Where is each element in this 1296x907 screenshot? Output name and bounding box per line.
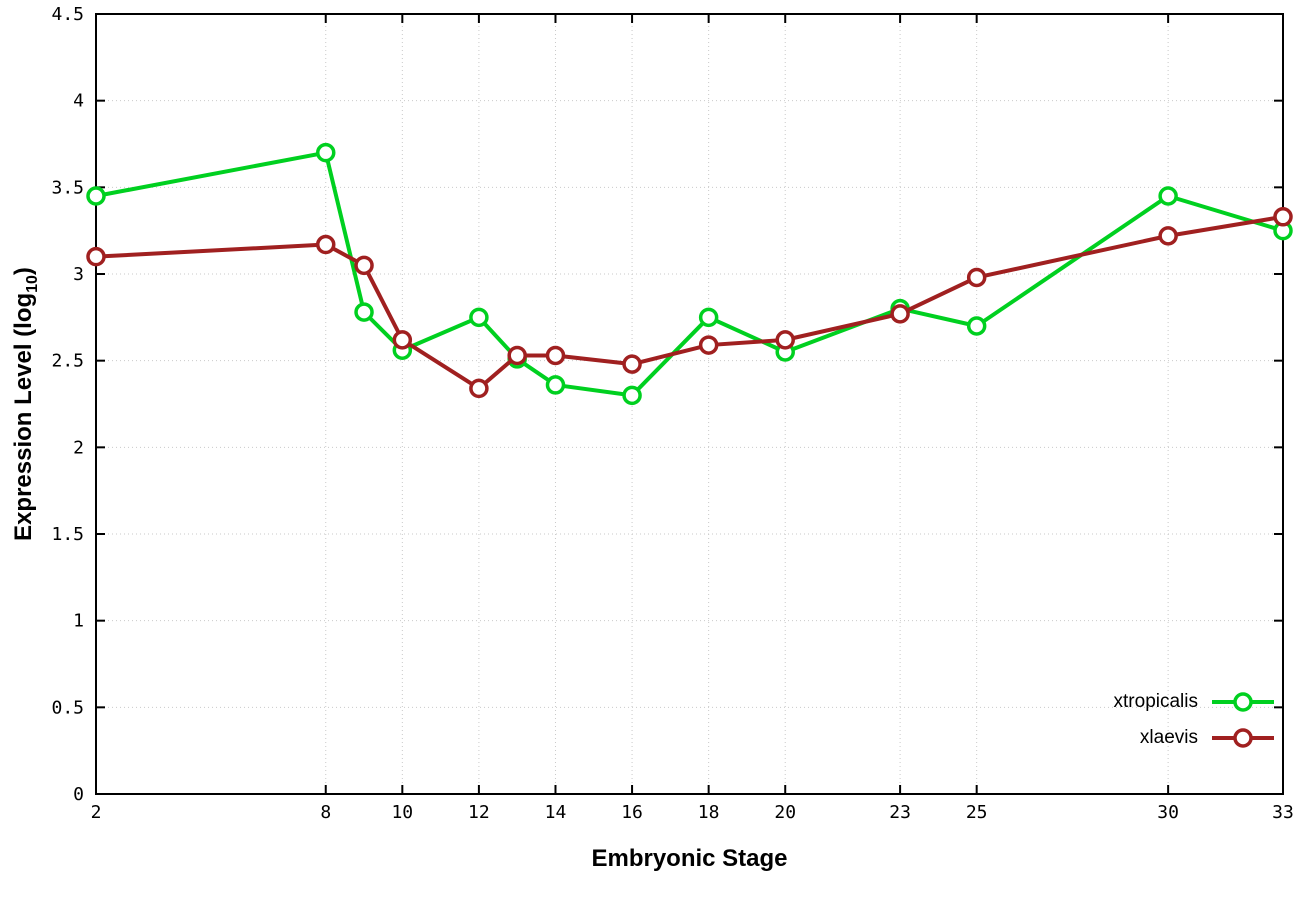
- svg-text:10: 10: [391, 802, 413, 823]
- legend-item-xlaevis: xlaevis: [1140, 724, 1276, 752]
- svg-text:18: 18: [698, 802, 720, 823]
- legend: xtropicalis xlaevis: [1114, 688, 1276, 752]
- svg-text:23: 23: [889, 802, 911, 823]
- svg-text:20: 20: [774, 802, 796, 823]
- svg-text:30: 30: [1157, 802, 1179, 823]
- legend-swatch-xlaevis: [1212, 728, 1274, 748]
- svg-text:3.5: 3.5: [51, 177, 84, 198]
- svg-text:4: 4: [73, 91, 84, 112]
- legend-item-xtropicalis: xtropicalis: [1114, 688, 1276, 716]
- y-axis-title: Expression Level (log10): [10, 267, 42, 541]
- svg-text:16: 16: [621, 802, 643, 823]
- svg-text:12: 12: [468, 802, 490, 823]
- svg-text:2.5: 2.5: [51, 351, 84, 372]
- svg-text:33: 33: [1272, 802, 1294, 823]
- svg-text:2: 2: [91, 802, 102, 823]
- y-axis-title-subscript: 10: [23, 275, 41, 293]
- svg-text:14: 14: [545, 802, 567, 823]
- svg-text:0.5: 0.5: [51, 697, 84, 718]
- svg-text:3: 3: [73, 264, 84, 285]
- svg-text:1.5: 1.5: [51, 524, 84, 545]
- svg-text:25: 25: [966, 802, 988, 823]
- x-axis-title: Embryonic Stage: [591, 845, 788, 872]
- legend-swatch-xtropicalis: [1212, 692, 1274, 712]
- svg-text:4.5: 4.5: [51, 4, 84, 25]
- legend-label-xlaevis: xlaevis: [1139, 727, 1198, 748]
- y-axis-title-text: Expression Level (log: [10, 292, 37, 541]
- legend-label-xtropicalis: xtropicalis: [1113, 691, 1198, 712]
- svg-text:1: 1: [73, 611, 84, 632]
- y-axis-title-close: ): [10, 267, 37, 276]
- svg-text:8: 8: [320, 802, 331, 823]
- svg-text:0: 0: [73, 784, 84, 805]
- svg-text:2: 2: [73, 437, 84, 458]
